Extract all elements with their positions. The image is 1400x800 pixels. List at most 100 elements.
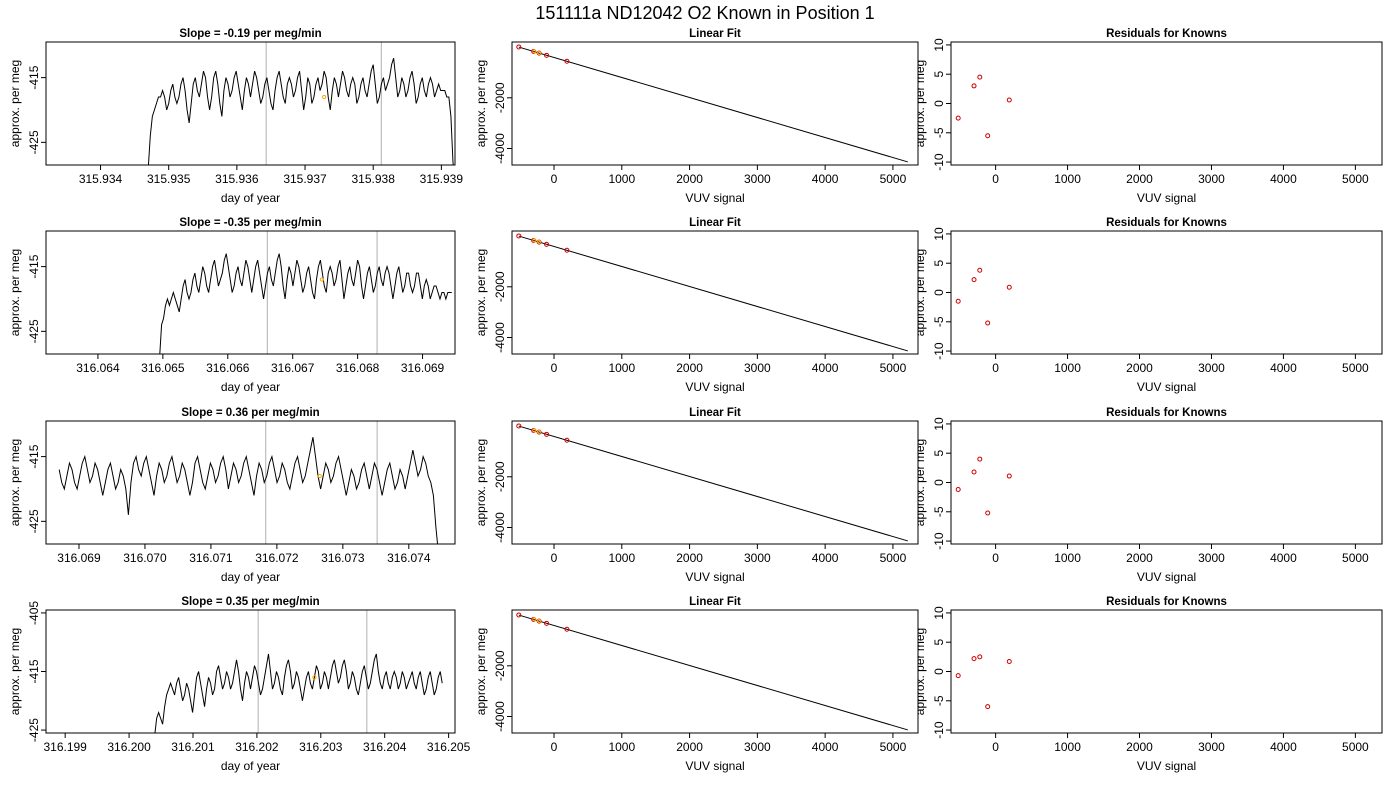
y-tick-label: -4000 — [493, 512, 507, 543]
x-tick-label: 2000 — [1126, 172, 1153, 186]
x-tick-label: 1000 — [1054, 361, 1081, 375]
x-tick-label: 316.199 — [43, 740, 87, 754]
y-tick-label: 10 — [932, 417, 946, 431]
data-point — [955, 298, 961, 304]
x-tick-label: 5000 — [1342, 172, 1369, 186]
plot-frame — [511, 420, 919, 545]
x-tick-label: 5000 — [880, 172, 907, 186]
x-tick-label: 5000 — [880, 551, 907, 565]
y-tick-label: 5 — [932, 71, 946, 78]
data-point — [544, 241, 550, 247]
panel-title: Slope = 0.35 per meg/min — [181, 596, 319, 608]
y-tick-label: 5 — [932, 260, 946, 267]
x-tick-label: 316.064 — [76, 361, 120, 375]
x-tick-label: 0 — [551, 551, 558, 565]
y-tick-label: 0 — [932, 479, 946, 486]
y-tick-label: -2000 — [493, 650, 507, 681]
panel-title: Slope = -0.19 per meg/min — [179, 28, 321, 40]
highlight-point — [532, 428, 537, 433]
y-axis-label: approx. per meg — [8, 249, 22, 336]
x-tick-label: 316.066 — [206, 361, 250, 375]
x-tick-label: 5000 — [880, 740, 907, 754]
x-tick-label: 316.203 — [299, 740, 343, 754]
panel-title: Linear Fit — [689, 28, 741, 40]
y-tick-label: 0 — [932, 668, 946, 675]
x-tick-label: 315.939 — [420, 172, 464, 186]
x-tick-label: 0 — [992, 551, 999, 565]
x-tick-label: 316.200 — [107, 740, 151, 754]
data-point — [516, 233, 522, 239]
x-tick-label: 4000 — [1270, 361, 1297, 375]
x-tick-label: 2000 — [676, 740, 703, 754]
y-tick-label: -10 — [932, 153, 946, 171]
y-tick-label: -10 — [932, 532, 946, 550]
x-tick-label: 1000 — [1054, 172, 1081, 186]
data-point — [564, 247, 570, 253]
signal-trace-line — [58, 437, 439, 544]
figure-title: 151111a ND12042 O2 Known in Position 1 — [535, 3, 874, 23]
highlight-point — [319, 277, 325, 282]
x-tick-label: 1000 — [608, 361, 635, 375]
x-axis-label: VUV signal — [1137, 191, 1196, 205]
x-tick-label: 1000 — [608, 551, 635, 565]
panel-title: Slope = -0.35 per meg/min — [179, 217, 321, 229]
y-axis-label: approx. per meg — [8, 60, 22, 147]
data-point — [985, 320, 991, 326]
highlight-point — [312, 675, 317, 680]
highlight-point — [537, 618, 542, 624]
panel-r2-c1: Slope = -0.35 per meg/min 316.064 316.065 3… — [8, 217, 456, 394]
y-tick-label: -425 — [27, 130, 41, 154]
panel-r1-c2: Linear Fit 0 1000 2000 3000 4000 5000 -4000 -200… — [474, 28, 919, 205]
x-tick-label: 0 — [992, 172, 999, 186]
y-tick-label: -415 — [27, 659, 41, 683]
panel-title: Residuals for Knowns — [1106, 596, 1227, 608]
y-tick-label: -5 — [932, 695, 946, 706]
plot-area — [159, 231, 452, 354]
data-point — [544, 431, 550, 437]
x-tick-label: 316.204 — [363, 740, 407, 754]
x-axis-label: day of year — [221, 380, 280, 394]
x-tick-label: 315.936 — [215, 172, 259, 186]
data-point — [544, 52, 550, 58]
data-point — [971, 83, 977, 89]
x-tick-label: 4000 — [1270, 740, 1297, 754]
y-tick-label: -415 — [27, 65, 41, 89]
y-tick-label: -2000 — [493, 461, 507, 492]
x-tick-label: 315.934 — [79, 172, 123, 186]
x-axis-label: VUV signal — [1137, 759, 1196, 773]
y-tick-label: -5 — [932, 127, 946, 138]
y-tick-label: -10 — [932, 342, 946, 360]
plot-area — [516, 233, 908, 352]
x-tick-label: 316.065 — [141, 361, 185, 375]
plot-frame — [511, 230, 919, 355]
y-tick-label: -10 — [932, 721, 946, 739]
plot-frame — [45, 230, 456, 355]
x-tick-label: 2000 — [676, 172, 703, 186]
panel-title: Residuals for Knowns — [1106, 407, 1227, 419]
plot-area — [955, 654, 1012, 710]
x-tick-label: 1000 — [608, 740, 635, 754]
panel-r4-c3: Residuals for Knowns 0 1000 2000 3000 4000 500… — [913, 596, 1383, 773]
plot-area — [955, 74, 1012, 139]
panel-r3-c1: Slope = 0.36 per meg/min 316.069 316.070 31… — [8, 407, 456, 584]
plot-area — [516, 612, 908, 731]
highlight-point — [537, 239, 542, 245]
data-point — [977, 654, 983, 660]
data-point — [1006, 97, 1012, 103]
x-tick-label: 0 — [551, 740, 558, 754]
panel-title: Linear Fit — [689, 407, 741, 419]
data-point — [977, 456, 983, 462]
x-tick-label: 2000 — [676, 361, 703, 375]
data-point — [971, 469, 977, 475]
y-tick-label: -5 — [932, 506, 946, 517]
highlight-point — [532, 617, 537, 622]
y-tick-label: 0 — [932, 100, 946, 107]
x-tick-label: 316.069 — [401, 361, 445, 375]
panel-title: Linear Fit — [689, 596, 741, 608]
plot-frame — [511, 609, 919, 734]
panel-title: Residuals for Knowns — [1106, 28, 1227, 40]
panel-title: Residuals for Knowns — [1106, 217, 1227, 229]
x-tick-label: 4000 — [812, 361, 839, 375]
